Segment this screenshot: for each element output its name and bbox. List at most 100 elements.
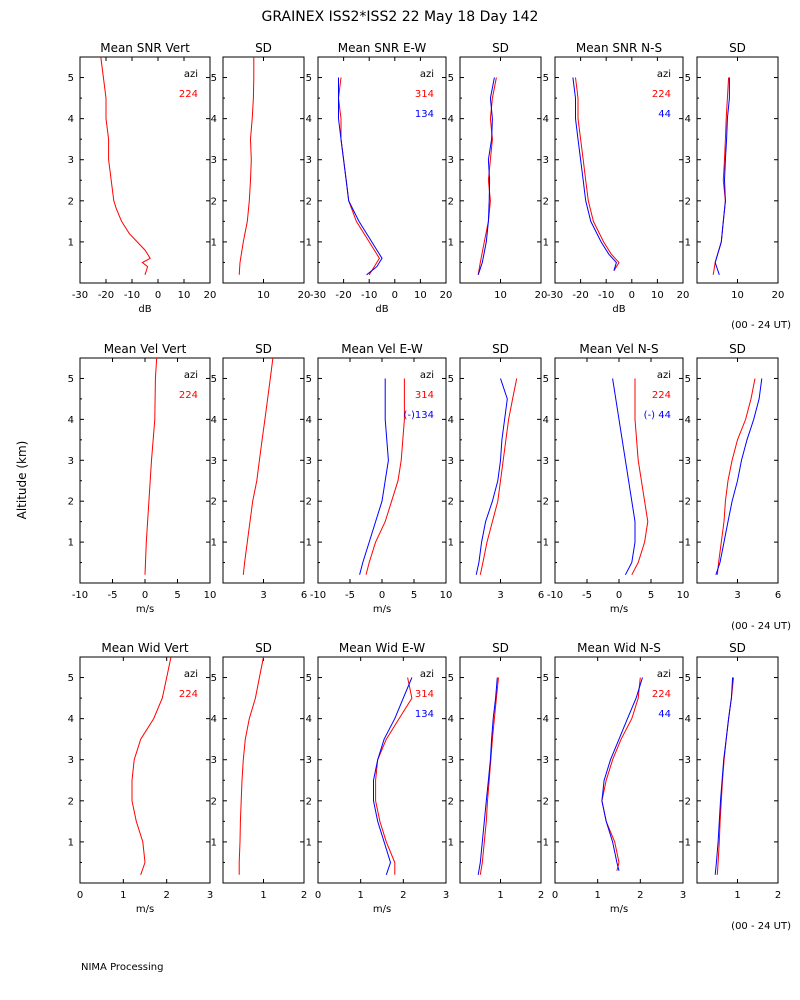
legend-entry: 314: [415, 89, 434, 100]
x-tick-label: 0: [629, 290, 635, 301]
panel-snr-vert-sd: SD 1 2 3 4 5 10 20: [211, 41, 311, 301]
y-tick-label: 1: [306, 837, 312, 848]
x-tick-label: 0: [616, 590, 622, 601]
figure-title: GRAINEX ISS2*ISS2 22 May 18 Day 142: [262, 9, 539, 25]
panel-frame: [554, 656, 684, 884]
legend-header: azi: [420, 669, 434, 680]
x-tick-label: -10: [310, 590, 326, 601]
y-tick-label: 1: [211, 538, 217, 549]
y-tick-label: 3: [543, 456, 549, 467]
y-tick-label: 4: [685, 415, 691, 426]
series-line-(-) 44: [612, 378, 636, 576]
y-tick-label: 5: [685, 374, 691, 385]
y-tick-label: 4: [543, 114, 549, 125]
series-line-314: [365, 378, 405, 575]
series-line-(-)134: [475, 378, 508, 575]
x-axis-label: dB: [612, 304, 625, 315]
x-tick-label: 1: [357, 890, 363, 901]
panel-vel-ns-sd: SD 1 2 3 4 5 3 6: [685, 342, 782, 601]
time-note-row2: (00 - 24 UT): [731, 621, 791, 632]
legend-entry: 224: [652, 89, 671, 100]
x-tick-label: -5: [345, 590, 355, 601]
panel-title: SD: [492, 641, 509, 655]
legend-entry: 314: [415, 390, 434, 401]
series-line-314: [337, 77, 380, 276]
y-tick-label: 1: [448, 837, 454, 848]
series-line-314: [479, 677, 499, 875]
legend-entry: (-) 44: [644, 410, 671, 421]
y-tick-label: 4: [448, 714, 454, 725]
series-line-134: [477, 77, 495, 275]
x-tick-label: 10: [440, 590, 453, 601]
series-line-224: [131, 656, 172, 875]
y-tick-label: 1: [543, 237, 549, 248]
y-tick-label: 4: [685, 114, 691, 125]
y-tick-label: 2: [685, 196, 691, 207]
y-tick-label: 1: [306, 237, 312, 248]
x-tick-label: 1: [260, 890, 266, 901]
legend-entry: 224: [652, 390, 671, 401]
panel-frame: [554, 56, 684, 284]
y-tick-label: 5: [543, 374, 549, 385]
panel-title: Mean Wid N-S: [577, 641, 661, 655]
y-tick-label: 2: [543, 196, 549, 207]
legend-header: azi: [420, 69, 434, 80]
x-tick-label: 1: [734, 890, 740, 901]
x-tick-label: 0: [142, 590, 148, 601]
x-tick-label: 10: [178, 290, 191, 301]
legend-entry: (-)134: [404, 410, 435, 421]
y-tick-label: 5: [211, 374, 217, 385]
x-tick-label: 1: [497, 890, 503, 901]
panel-snr-ns: Mean SNR N-S 1 2 3 4 5 -30 -20 -10 0 10 20 dB azi 224 4…: [543, 41, 690, 315]
x-tick-label: 1: [594, 890, 600, 901]
y-tick-label: 2: [448, 796, 454, 807]
x-tick-label: 1: [120, 890, 126, 901]
series-line-44: [572, 77, 617, 271]
panel-vel-ns: Mean Vel N-S 1 2 3 4 5 -10 -5 0 5 10 m/s azi 224 (-) 4…: [543, 342, 690, 615]
series-line-224: [100, 56, 151, 275]
x-tick-label: 3: [443, 890, 449, 901]
x-tick-label: 5: [174, 590, 180, 601]
series-line-314: [375, 677, 413, 875]
panel-title: Mean Wid Vert: [101, 641, 188, 655]
series-line-44: [601, 677, 643, 871]
time-note-row3: (00 - 24 UT): [731, 921, 791, 932]
series-line-224: [716, 677, 734, 875]
x-tick-label: 6: [301, 590, 307, 601]
x-tick-label: 0: [392, 290, 398, 301]
series-line-224: [712, 77, 730, 275]
series-line-44: [714, 77, 730, 275]
y-tick-label: 5: [685, 673, 691, 684]
y-tick-label: 2: [543, 796, 549, 807]
y-tick-label: 4: [211, 714, 217, 725]
y-tick-label: 3: [306, 155, 312, 166]
y-tick-label: 4: [211, 114, 217, 125]
y-tick-label: 2: [448, 497, 454, 508]
legend-header: azi: [657, 669, 671, 680]
panel-title: SD: [255, 641, 272, 655]
x-axis-label: m/s: [610, 604, 628, 615]
panel-frame: [79, 56, 211, 284]
y-axis-label: Altitude (km): [15, 441, 29, 520]
panel-title: Mean Vel N-S: [579, 342, 658, 356]
y-tick-label: 2: [543, 497, 549, 508]
series-line-224: [144, 357, 158, 575]
y-tick-label: 1: [543, 837, 549, 848]
legend-entry: 314: [415, 689, 434, 700]
y-tick-label: 5: [68, 73, 74, 84]
x-tick-label: 20: [677, 290, 690, 301]
y-tick-label: 3: [685, 155, 691, 166]
series-line-224: [242, 357, 274, 575]
y-tick-label: 5: [68, 673, 74, 684]
x-tick-label: -5: [108, 590, 118, 601]
y-tick-label: 5: [543, 73, 549, 84]
y-tick-label: 1: [448, 237, 454, 248]
series-line-224: [238, 57, 255, 275]
legend-header: azi: [657, 370, 671, 381]
y-tick-label: 4: [448, 415, 454, 426]
y-tick-label: 3: [306, 755, 312, 766]
y-tick-label: 1: [211, 237, 217, 248]
y-tick-label: 1: [685, 837, 691, 848]
x-tick-label: 20: [298, 290, 311, 301]
